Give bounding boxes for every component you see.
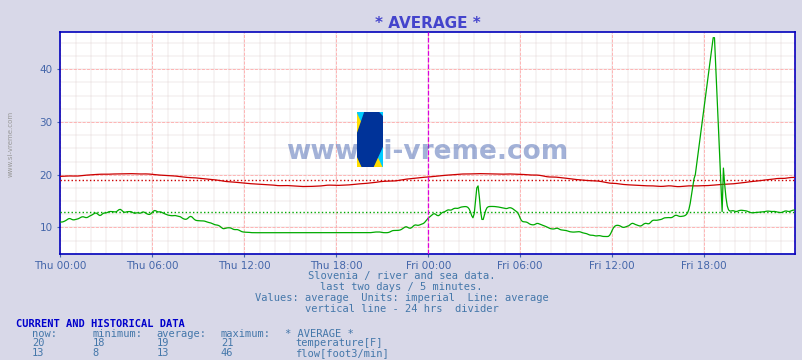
Text: 13: 13 bbox=[32, 348, 45, 359]
Text: flow[foot3/min]: flow[foot3/min] bbox=[295, 348, 389, 359]
Text: 46: 46 bbox=[221, 348, 233, 359]
Text: now:: now: bbox=[32, 329, 57, 339]
Text: * AVERAGE *: * AVERAGE * bbox=[285, 329, 354, 339]
Text: Slovenia / river and sea data.: Slovenia / river and sea data. bbox=[307, 271, 495, 281]
Text: 13: 13 bbox=[156, 348, 169, 359]
Text: www.si-vreme.com: www.si-vreme.com bbox=[286, 139, 568, 165]
Polygon shape bbox=[357, 112, 383, 167]
Text: temperature[F]: temperature[F] bbox=[295, 338, 383, 348]
Text: CURRENT AND HISTORICAL DATA: CURRENT AND HISTORICAL DATA bbox=[16, 319, 184, 329]
Text: minimum:: minimum: bbox=[92, 329, 142, 339]
Text: www.si-vreme.com: www.si-vreme.com bbox=[7, 111, 14, 177]
Text: 21: 21 bbox=[221, 338, 233, 348]
Text: last two days / 5 minutes.: last two days / 5 minutes. bbox=[320, 282, 482, 292]
Polygon shape bbox=[357, 112, 383, 167]
Text: maximum:: maximum: bbox=[221, 329, 270, 339]
Polygon shape bbox=[357, 112, 383, 167]
Title: * AVERAGE *: * AVERAGE * bbox=[375, 16, 480, 31]
Text: 20: 20 bbox=[32, 338, 45, 348]
Text: 18: 18 bbox=[92, 338, 105, 348]
Text: vertical line - 24 hrs  divider: vertical line - 24 hrs divider bbox=[304, 304, 498, 314]
Text: 8: 8 bbox=[92, 348, 99, 359]
Text: 19: 19 bbox=[156, 338, 169, 348]
Text: average:: average: bbox=[156, 329, 206, 339]
Text: Values: average  Units: imperial  Line: average: Values: average Units: imperial Line: av… bbox=[254, 293, 548, 303]
